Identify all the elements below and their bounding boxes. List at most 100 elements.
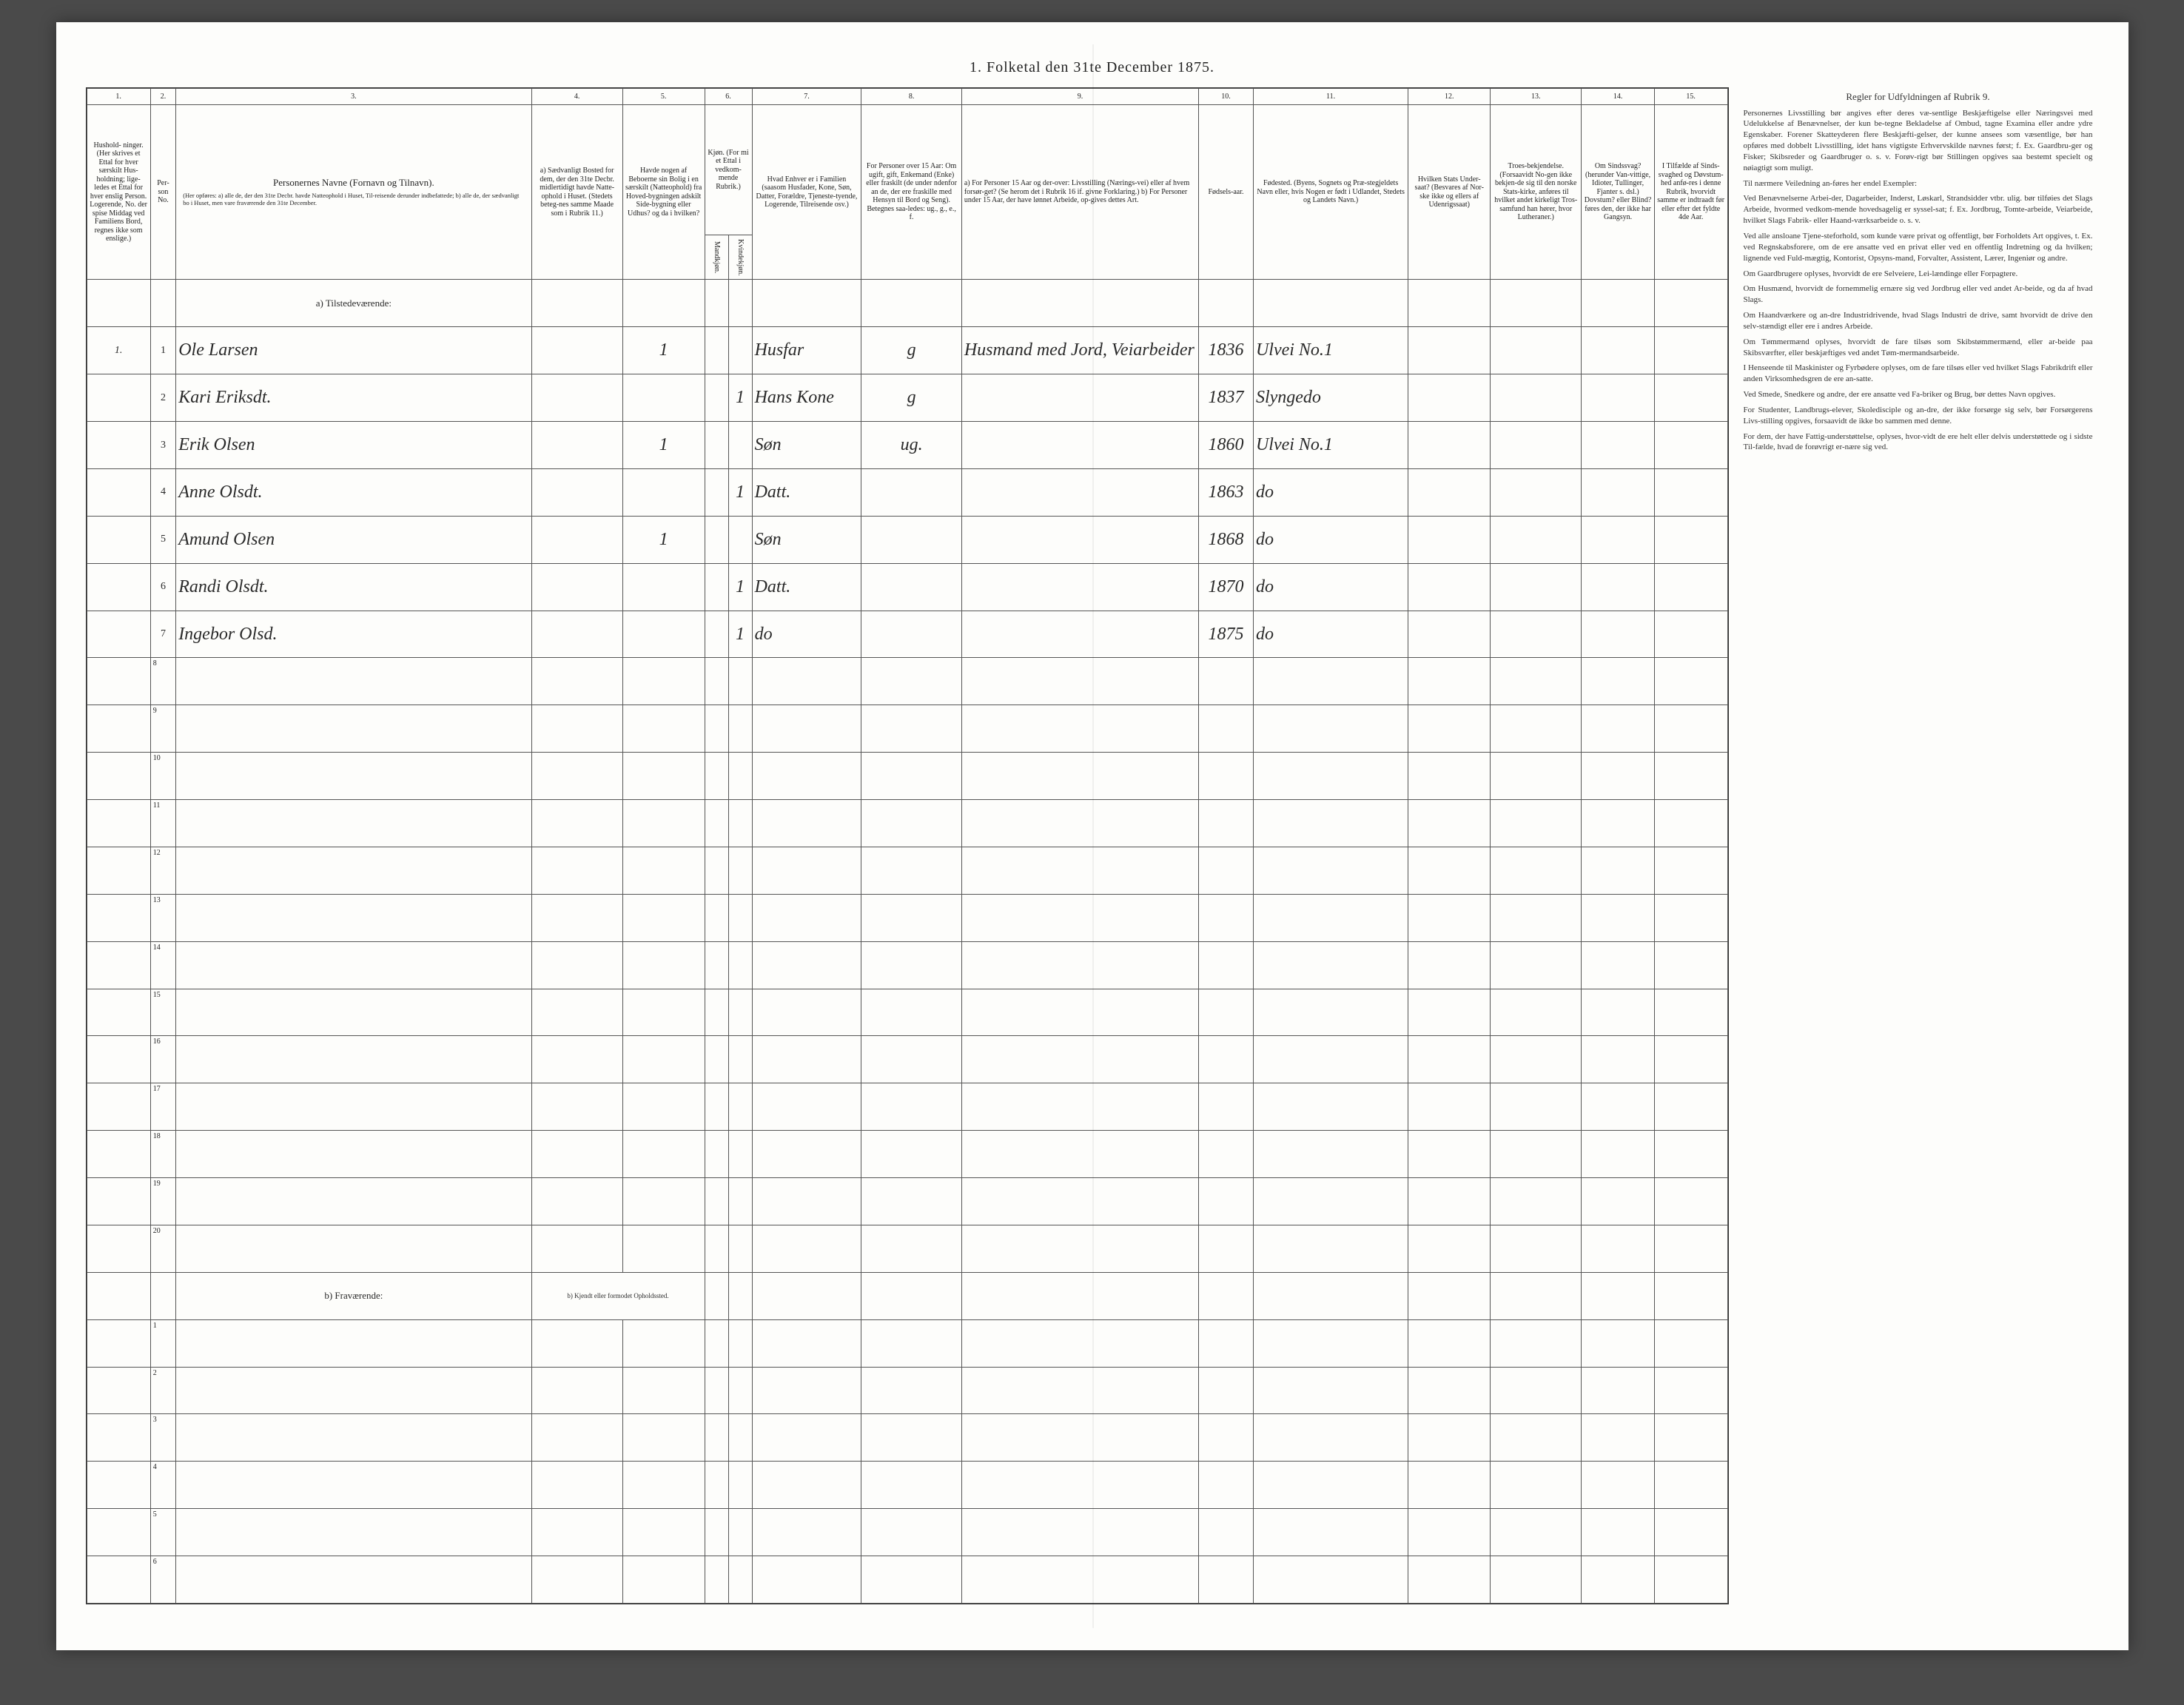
- cell-person-no: 6: [150, 563, 175, 611]
- cell-empty: [1253, 1414, 1408, 1462]
- cell-empty: [1253, 753, 1408, 800]
- cell-empty: [622, 800, 705, 847]
- cell-c15: [1654, 468, 1727, 516]
- cell-household: [87, 753, 150, 800]
- cell-person-no: 12: [150, 847, 175, 894]
- cell-empty: [1199, 989, 1254, 1036]
- cell-empty: [1654, 894, 1727, 941]
- cell-c5: 1: [622, 327, 705, 374]
- cell-household: [87, 1367, 150, 1414]
- cell-empty: [961, 1131, 1198, 1178]
- cell-empty: [961, 941, 1198, 989]
- cell-c4: [531, 327, 622, 374]
- coln-14: 14.: [1582, 89, 1655, 105]
- cell-birthyear: 1836: [1199, 327, 1254, 374]
- cell-empty: [1408, 1225, 1491, 1272]
- cell-empty: [705, 941, 728, 989]
- table-row: 6Randi Olsdt.1Datt.1870do: [87, 563, 1727, 611]
- cell-empty: [1582, 1225, 1655, 1272]
- cell-person-no: 2: [150, 374, 175, 422]
- cell-empty: [176, 753, 531, 800]
- cell-household: [87, 374, 150, 422]
- cell-person-no: 15: [150, 989, 175, 1036]
- cell-empty: [961, 1178, 1198, 1225]
- coln-11: 11.: [1253, 89, 1408, 105]
- hdr-c3-sub: (Her opføres: a) alle de, der den 31te D…: [178, 192, 528, 207]
- cell-household: [87, 1131, 150, 1178]
- cell-empty: [531, 658, 622, 705]
- instructions-para: Om Husmænd, hvorvidt de fornemmelig ernæ…: [1744, 283, 2093, 306]
- table-row-empty: 9: [87, 705, 1727, 753]
- instructions-para: Om Gaardbrugere oplyses, hvorvidt de ere…: [1744, 269, 2093, 280]
- cell-person-no: 10: [150, 753, 175, 800]
- cell-empty: [1582, 1556, 1655, 1604]
- cell-civil: [861, 516, 961, 563]
- cell-empty: [961, 1509, 1198, 1556]
- cell-person-no: 8: [150, 658, 175, 705]
- cell-empty: [622, 1225, 705, 1272]
- cell-empty: [961, 1225, 1198, 1272]
- cell-empty: [728, 1036, 752, 1083]
- cell-empty: [728, 1319, 752, 1367]
- cell-empty: [961, 894, 1198, 941]
- cell-empty: [531, 1414, 622, 1462]
- cell-empty: [1253, 847, 1408, 894]
- cell-empty: [1408, 800, 1491, 847]
- census-page: 1. Folketal den 31te December 1875. 1. 2…: [56, 22, 2128, 1650]
- sheet: 1. 2. 3. 4. 5. 6. 7. 8. 9. 10. 11. 12. 1…: [86, 87, 2099, 1604]
- cell-empty: [1408, 658, 1491, 705]
- cell-empty: [1408, 989, 1491, 1036]
- cell-empty: [1654, 847, 1727, 894]
- table-row: 2Kari Eriksdt.1Hans Koneg1837Slyngedo: [87, 374, 1727, 422]
- cell-empty: [861, 894, 961, 941]
- table-row-empty: 13: [87, 894, 1727, 941]
- cell-empty: [728, 1367, 752, 1414]
- cell-empty: [1582, 1462, 1655, 1509]
- cell-empty: [1199, 847, 1254, 894]
- cell-civil: g: [861, 374, 961, 422]
- cell-sex-m: [705, 563, 728, 611]
- cell-household: [87, 1462, 150, 1509]
- instructions-para: Ved Smede, Snedkere og andre, der ere an…: [1744, 389, 2093, 400]
- rows-present-empty: 891011121314151617181920: [87, 658, 1727, 1272]
- cell-person-no: 1: [150, 327, 175, 374]
- cell-empty: [1491, 1083, 1582, 1131]
- cell-person-no: 9: [150, 705, 175, 753]
- section-a-label: a) Tilstedeværende:: [176, 280, 531, 327]
- cell-empty: [861, 989, 961, 1036]
- cell-empty: [531, 894, 622, 941]
- cell-empty: [531, 1462, 622, 1509]
- cell-household: [87, 705, 150, 753]
- cell-empty: [1582, 941, 1655, 989]
- table-row-empty: 16: [87, 1036, 1727, 1083]
- instructions-para: For dem, der have Fattig-understøttelse,…: [1744, 431, 2093, 454]
- instructions-para: For Studenter, Landbrugs-elever, Skoledi…: [1744, 405, 2093, 427]
- instructions-body: Personernes Livsstilling bør angives eft…: [1744, 108, 2093, 454]
- cell-person-no: 13: [150, 894, 175, 941]
- cell-empty: [1199, 1036, 1254, 1083]
- cell-empty: [1654, 1509, 1727, 1556]
- coln-8: 8.: [861, 89, 961, 105]
- table-row: 1.1Ole Larsen1HusfargHusmand med Jord, V…: [87, 327, 1727, 374]
- cell-civil: g: [861, 327, 961, 374]
- cell-c12: [1408, 374, 1491, 422]
- coln-5: 5.: [622, 89, 705, 105]
- header-row: Hushold- ninger. (Her skrives et Ettal f…: [87, 105, 1727, 235]
- cell-empty: [752, 705, 861, 753]
- cell-empty: [1408, 753, 1491, 800]
- cell-empty: [861, 1414, 961, 1462]
- cell-empty: [861, 753, 961, 800]
- cell-c13: [1491, 611, 1582, 658]
- cell-empty: [728, 1556, 752, 1604]
- cell-c14: [1582, 422, 1655, 469]
- table-row-empty: 1: [87, 1319, 1727, 1367]
- cell-birthplace: do: [1253, 563, 1408, 611]
- coln-4: 4.: [531, 89, 622, 105]
- hdr-c8: For Personer over 15 Aar: Om ugift, gift…: [861, 105, 961, 280]
- cell-empty: [861, 800, 961, 847]
- cell-birthyear: 1870: [1199, 563, 1254, 611]
- cell-empty: [1253, 658, 1408, 705]
- hdr-c15: I Tilfælde af Sinds-svaghed og Døvstum-h…: [1654, 105, 1727, 280]
- cell-empty: [728, 1083, 752, 1131]
- table-row-empty: 12: [87, 847, 1727, 894]
